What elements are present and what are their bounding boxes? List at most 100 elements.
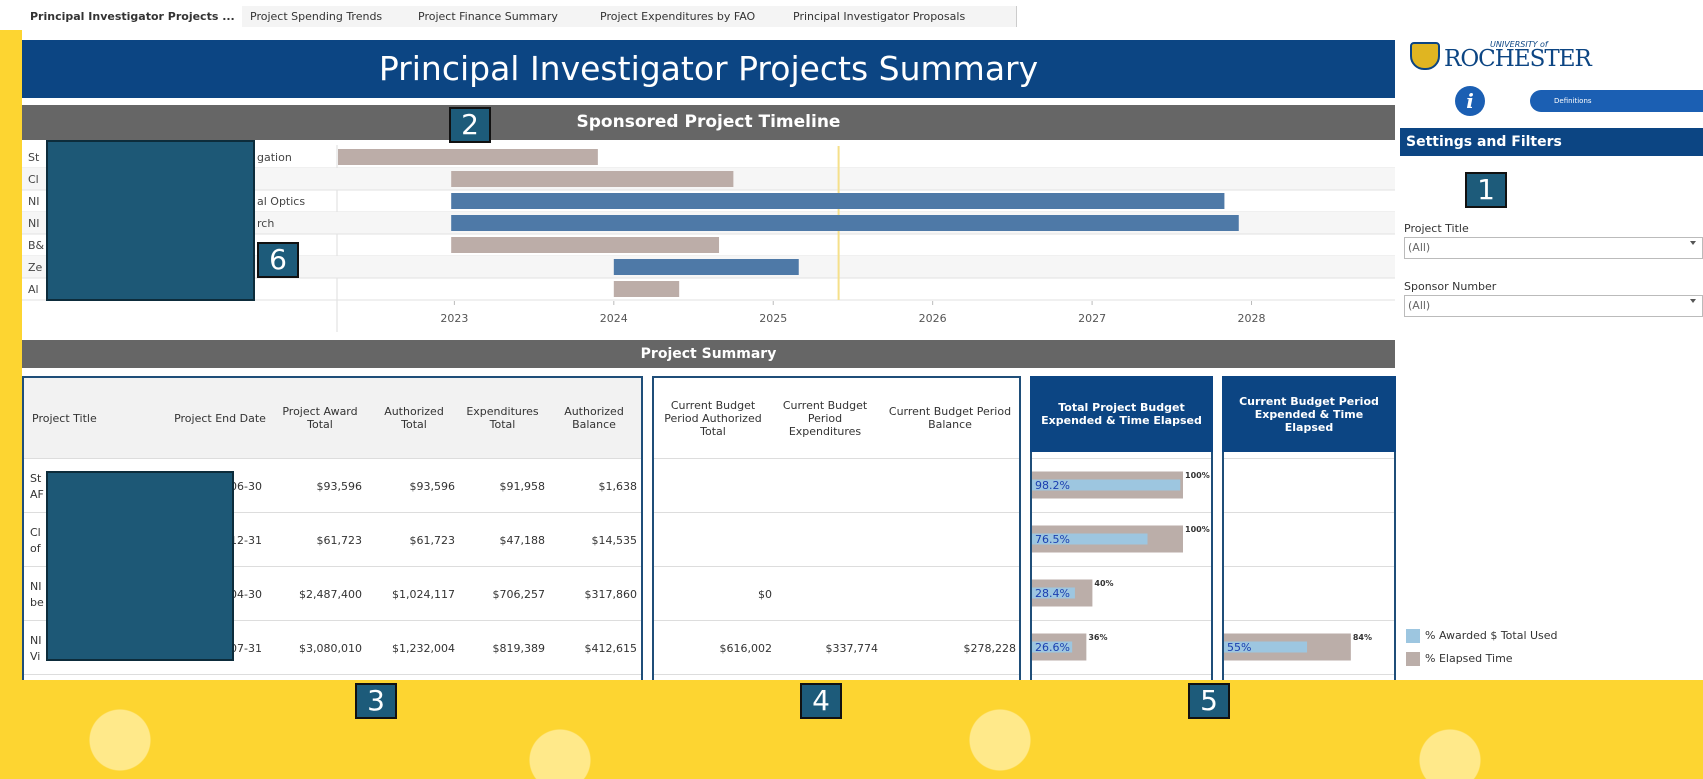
project-title: of (30, 542, 41, 555)
row-label-end: al Optics (257, 195, 305, 208)
amount: $819,389 (492, 642, 546, 655)
row-separator (1224, 512, 1394, 513)
logo: UNIVERSITY of ROCHESTER (1410, 40, 1700, 74)
redaction (46, 140, 255, 301)
logo-small: UNIVERSITY of (1490, 40, 1548, 49)
row-separator (1032, 512, 1211, 513)
amount: $61,723 (316, 534, 363, 547)
amount: $0 (758, 588, 772, 601)
row-label: B& (28, 239, 45, 252)
tab[interactable]: Project Finance Summary (410, 6, 609, 27)
row-separator (24, 620, 641, 621)
x-tick-label: 2023 (440, 312, 468, 325)
project-title: NI (30, 634, 42, 647)
filter-label: Project Title (1404, 222, 1469, 235)
amount: $1,024,117 (392, 588, 455, 601)
chart-title: Total Project Budget Expended & Time Ela… (1030, 376, 1213, 452)
column-header: Authorized Total (384, 405, 444, 431)
row-label: Ze (28, 261, 43, 274)
end-date: 06-30 (230, 480, 262, 493)
tab[interactable]: Principal Investigator Proposals (785, 6, 1017, 27)
row-label: NI (28, 217, 39, 230)
row-label: Al (28, 283, 39, 296)
header-row (24, 378, 641, 458)
row-separator (654, 512, 1019, 513)
project-title: St (30, 472, 42, 485)
column-header: Project End Date (174, 411, 266, 425)
row-separator (654, 674, 1019, 675)
column-header: Project Award Total (282, 405, 358, 431)
row-separator (1224, 674, 1394, 675)
timeline-bar (451, 215, 1239, 231)
bar-value-label: 98.2% (1035, 479, 1070, 492)
info-button[interactable]: i (1455, 86, 1485, 116)
used-bar (1224, 641, 1308, 653)
project-title: Cl (30, 526, 41, 539)
amount: $278,228 (963, 642, 1017, 655)
amount: $317,860 (584, 588, 638, 601)
project-title: Vi (30, 650, 41, 663)
timeline-title: Sponsored Project Timeline (22, 105, 1395, 140)
bar-value-label: 100% (1185, 525, 1210, 534)
row-label-end: gation (257, 151, 292, 164)
column-header: Current Budget Period Authorized Total (664, 398, 762, 438)
timeline-bar (613, 259, 799, 275)
end-date: 12-31 (230, 534, 262, 547)
x-tick-label: 2026 (919, 312, 947, 325)
badge: 6 (257, 242, 299, 278)
row-separator (1224, 620, 1394, 621)
row-label: Cl (28, 173, 39, 186)
row-separator (24, 458, 641, 459)
row-separator (1032, 620, 1211, 621)
bar-value-label: 76.5% (1035, 533, 1070, 546)
summary-title: Project Summary (22, 340, 1395, 368)
sidebar-title: Settings and Filters (1400, 128, 1703, 156)
badge: 4 (800, 683, 842, 719)
filter-label: Sponsor Number (1404, 280, 1497, 293)
bar-value-label: 36% (1088, 633, 1107, 642)
used-bar (1032, 587, 1075, 599)
used-bar (1032, 479, 1181, 491)
bar-value-label: 26.6% (1035, 641, 1070, 654)
timeline-bar (613, 281, 680, 297)
amount: $47,188 (499, 534, 546, 547)
badge: 5 (1188, 683, 1230, 719)
amount: $91,958 (499, 480, 546, 493)
amount: $2,487,400 (299, 588, 362, 601)
redaction (46, 471, 234, 661)
project-title: NI (30, 580, 42, 593)
column-header: Current Budget Period Balance (888, 405, 1012, 431)
column-header: Expenditures Total (466, 405, 539, 431)
x-tick-label: 2028 (1238, 312, 1266, 325)
amount: $412,615 (584, 642, 638, 655)
row-separator (654, 458, 1019, 459)
amount: $14,535 (591, 534, 638, 547)
dropdown-arrow (1690, 299, 1696, 303)
badge: 2 (449, 107, 491, 143)
tab[interactable]: Project Spending Trends (242, 6, 427, 27)
badge: 1 (1465, 172, 1507, 208)
bar-value-label: 55% (1227, 641, 1251, 654)
timeline-bar (451, 193, 1225, 209)
definitions-button[interactable]: Definitions (1530, 90, 1703, 112)
row-separator (1032, 566, 1211, 567)
amount: $616,002 (719, 642, 773, 655)
amount: $93,596 (409, 480, 456, 493)
current-panel (652, 376, 1021, 680)
logo-name: ROCHESTER (1444, 46, 1592, 72)
x-tick-label: 2024 (600, 312, 628, 325)
tab[interactable]: Principal Investigator Projects ... (22, 6, 259, 27)
dropdown-arrow (1690, 241, 1696, 245)
column-header: Current Budget Period Expenditures (782, 398, 868, 438)
used-bar (1032, 533, 1148, 545)
bar-value-label: 100% (1185, 471, 1210, 480)
tab[interactable]: Project Expenditures by FAO (592, 6, 802, 27)
filter-dropdown[interactable]: (All) (1404, 295, 1703, 317)
amount: $1,638 (598, 480, 638, 493)
bar-value-label: 28.4% (1035, 587, 1070, 600)
bar-value-label: 40% (1094, 579, 1113, 588)
end-date: 07-31 (230, 642, 262, 655)
legend-label: % Elapsed Time (1425, 652, 1513, 665)
